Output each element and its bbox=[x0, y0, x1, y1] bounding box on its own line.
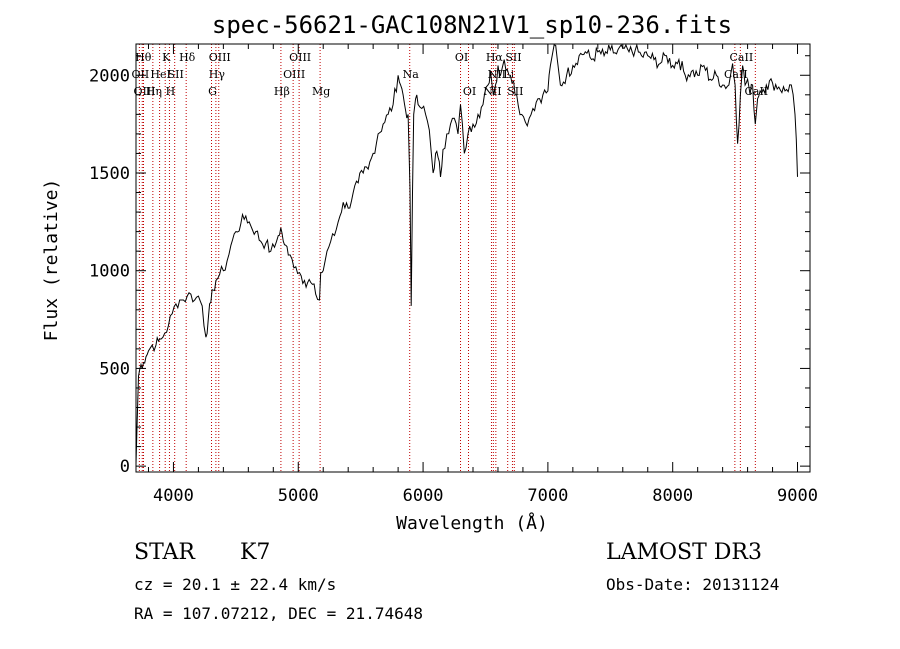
spectral-line-label: OI bbox=[455, 51, 468, 64]
y-tick-label: 1500 bbox=[89, 164, 130, 184]
spectral-line-label: Na bbox=[403, 68, 420, 81]
spectral-line-label: CaII bbox=[730, 51, 754, 64]
y-tick-label: 1000 bbox=[89, 262, 130, 282]
y-tick-label: 2000 bbox=[89, 66, 130, 86]
x-tick-label: 6000 bbox=[403, 486, 444, 506]
spectral-line-label: OI bbox=[463, 85, 476, 98]
x-axis-label: Wavelength (Å) bbox=[396, 512, 548, 534]
y-tick-label: 0 bbox=[120, 457, 130, 477]
object-class: STAR bbox=[134, 540, 195, 565]
spectral-line-label: Hη bbox=[146, 85, 162, 98]
plot-frame bbox=[135, 43, 811, 473]
spectral-line-label: OIII bbox=[289, 51, 311, 64]
survey-name: LAMOST DR3 bbox=[606, 540, 762, 565]
coordinates: RA = 107.07212, DEC = 21.74648 bbox=[134, 604, 423, 623]
spectral-line-label: SII bbox=[505, 51, 521, 64]
x-tick-label: 7000 bbox=[527, 486, 568, 506]
spectral-line-label: Hθ bbox=[135, 51, 152, 64]
x-tick-label: 8000 bbox=[652, 486, 693, 506]
x-tick-label: 9000 bbox=[777, 486, 818, 506]
object-subclass: K7 bbox=[240, 540, 271, 565]
axes: 4000 5000 6000 7000 8000 9000 0 500 1000 1500 2000 bbox=[89, 44, 818, 506]
spectral-line-label: Hα bbox=[486, 51, 504, 64]
flux-line bbox=[135, 43, 798, 465]
spectral-line-label: SII bbox=[507, 85, 523, 98]
y-tick-label: 500 bbox=[99, 359, 130, 379]
spectral-line-label: G bbox=[208, 85, 217, 98]
spectral-line-label: Hβ bbox=[274, 85, 290, 98]
x-tick-label: 4000 bbox=[153, 486, 194, 506]
spectral-line-label: K bbox=[162, 51, 171, 64]
spectral-line-label: Mg bbox=[312, 85, 330, 98]
emission-line-markers: HθOIIOIIIHηHeIKHSIIHδHγGOIIIHβOIIIOIIIMg… bbox=[132, 44, 768, 472]
redshift-value: cz = 20.1 ± 22.4 km/s bbox=[134, 575, 337, 594]
spectral-line-label: H bbox=[166, 85, 176, 98]
observation-date: Obs-Date: 20131124 bbox=[606, 575, 780, 594]
y-axis-label: Flux (relative) bbox=[41, 179, 62, 342]
spectral-line-label: OIII bbox=[283, 68, 305, 81]
spectral-line-label: Hδ bbox=[179, 51, 196, 64]
spectral-line-label: OII bbox=[132, 68, 150, 81]
spectral-line-label: OIII bbox=[209, 51, 231, 64]
x-tick-label: 5000 bbox=[278, 486, 319, 506]
chart-title: spec-56621-GAC108N21V1_sp10-236.fits bbox=[212, 11, 732, 39]
spectral-line-label: SII bbox=[168, 68, 184, 81]
spectral-line-label: Hγ bbox=[209, 68, 226, 81]
